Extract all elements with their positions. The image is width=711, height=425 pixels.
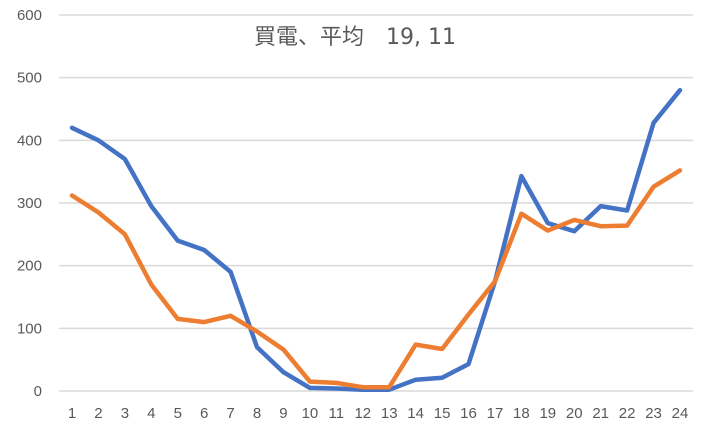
y-tick-label: 0 [34, 383, 42, 400]
gridlines [59, 14, 693, 392]
x-tick-label: 3 [121, 405, 129, 422]
x-tick-label: 18 [513, 405, 530, 422]
x-tick-label: 8 [253, 405, 261, 422]
series-line-1 [69, 87, 683, 392]
x-tick-label: 10 [302, 405, 319, 422]
y-tick-label: 200 [17, 258, 42, 275]
x-tick-label: 20 [566, 405, 583, 422]
y-tick-label: 300 [17, 195, 42, 212]
x-tick-label: 11 [329, 405, 345, 422]
x-tick-label: 12 [354, 405, 371, 422]
x-tick-label: 23 [645, 405, 662, 422]
y-tick-label: 500 [17, 70, 42, 87]
x-tick-label: 13 [381, 405, 398, 422]
x-tick-label: 6 [200, 405, 208, 422]
x-tick-label: 17 [487, 405, 504, 422]
x-tick-label: 1 [68, 405, 76, 422]
x-tick-label: 7 [226, 405, 234, 422]
x-tick-label: 24 [672, 405, 689, 422]
x-tick-label: 5 [174, 405, 182, 422]
x-tick-label: 4 [147, 405, 155, 422]
chart-title: 買電、平均 19, 11 [254, 25, 456, 50]
x-tick-label: 21 [592, 405, 609, 422]
x-tick-label: 16 [460, 405, 477, 422]
x-axis-ticks: 1 2 3 4 5 6 7 8 9 10 11 12 13 14 15 16 17 18 19 20 21 22 23 24 [68, 405, 689, 422]
series-line-2 [69, 168, 683, 390]
x-tick-label: 22 [619, 405, 636, 422]
y-tick-label: 600 [17, 7, 42, 24]
x-tick-label: 19 [539, 405, 556, 422]
x-tick-label: 2 [94, 405, 102, 422]
plot-series [69, 87, 683, 392]
x-tick-label: 9 [279, 405, 287, 422]
y-tick-label: 100 [17, 320, 42, 337]
x-tick-label: 14 [407, 405, 424, 422]
y-tick-label: 400 [17, 132, 42, 149]
x-tick-label: 15 [434, 405, 451, 422]
y-axis-ticks: 0 100 200 300 400 500 600 [17, 7, 42, 400]
